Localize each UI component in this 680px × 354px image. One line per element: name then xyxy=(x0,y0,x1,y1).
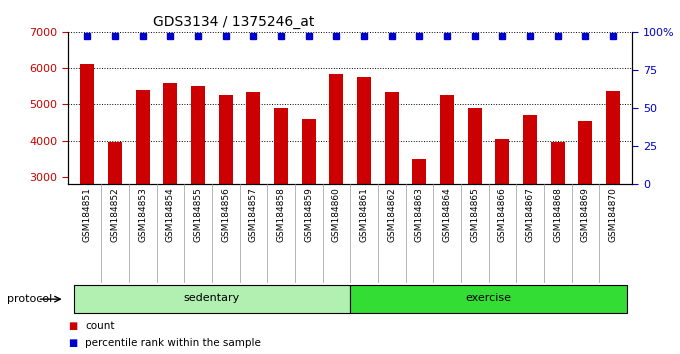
Bar xyxy=(496,139,509,184)
Bar xyxy=(191,86,205,184)
Bar xyxy=(440,95,454,184)
Bar xyxy=(163,82,177,184)
Text: GSM184864: GSM184864 xyxy=(443,187,452,242)
Text: GSM184856: GSM184856 xyxy=(221,187,231,242)
Bar xyxy=(579,121,592,184)
Bar xyxy=(357,77,371,184)
Bar xyxy=(350,285,627,314)
Bar xyxy=(136,90,150,184)
Text: GSM184858: GSM184858 xyxy=(277,187,286,242)
Text: GSM184870: GSM184870 xyxy=(609,187,617,242)
Text: protocol: protocol xyxy=(7,294,52,304)
Text: GSM184853: GSM184853 xyxy=(138,187,147,242)
Text: ■: ■ xyxy=(68,338,78,348)
Text: sedentary: sedentary xyxy=(184,293,240,303)
Bar xyxy=(329,74,343,184)
Bar xyxy=(606,91,620,184)
Text: GSM184865: GSM184865 xyxy=(470,187,479,242)
Bar xyxy=(523,115,537,184)
Bar xyxy=(302,119,316,184)
Text: GSM184859: GSM184859 xyxy=(304,187,313,242)
Bar xyxy=(80,64,95,184)
Text: GSM184869: GSM184869 xyxy=(581,187,590,242)
Bar xyxy=(274,108,288,184)
Bar xyxy=(246,92,260,184)
Bar xyxy=(219,95,233,184)
Text: percentile rank within the sample: percentile rank within the sample xyxy=(85,338,261,348)
Text: GSM184867: GSM184867 xyxy=(526,187,534,242)
Text: GSM184855: GSM184855 xyxy=(194,187,203,242)
Text: GSM184862: GSM184862 xyxy=(387,187,396,242)
Text: GSM184854: GSM184854 xyxy=(166,187,175,242)
Bar xyxy=(73,285,350,314)
Bar xyxy=(385,92,398,184)
Text: exercise: exercise xyxy=(466,293,511,303)
Text: GDS3134 / 1375246_at: GDS3134 / 1375246_at xyxy=(152,16,314,29)
Bar xyxy=(108,142,122,184)
Text: GSM184857: GSM184857 xyxy=(249,187,258,242)
Bar xyxy=(468,108,481,184)
Text: GSM184851: GSM184851 xyxy=(83,187,92,242)
Text: count: count xyxy=(85,321,114,331)
Text: ■: ■ xyxy=(68,321,78,331)
Text: GSM184861: GSM184861 xyxy=(360,187,369,242)
Text: GSM184860: GSM184860 xyxy=(332,187,341,242)
Text: GSM184852: GSM184852 xyxy=(111,187,120,242)
Text: GSM184863: GSM184863 xyxy=(415,187,424,242)
Text: GSM184868: GSM184868 xyxy=(554,187,562,242)
Bar xyxy=(551,142,564,184)
Bar xyxy=(413,159,426,184)
Text: GSM184866: GSM184866 xyxy=(498,187,507,242)
